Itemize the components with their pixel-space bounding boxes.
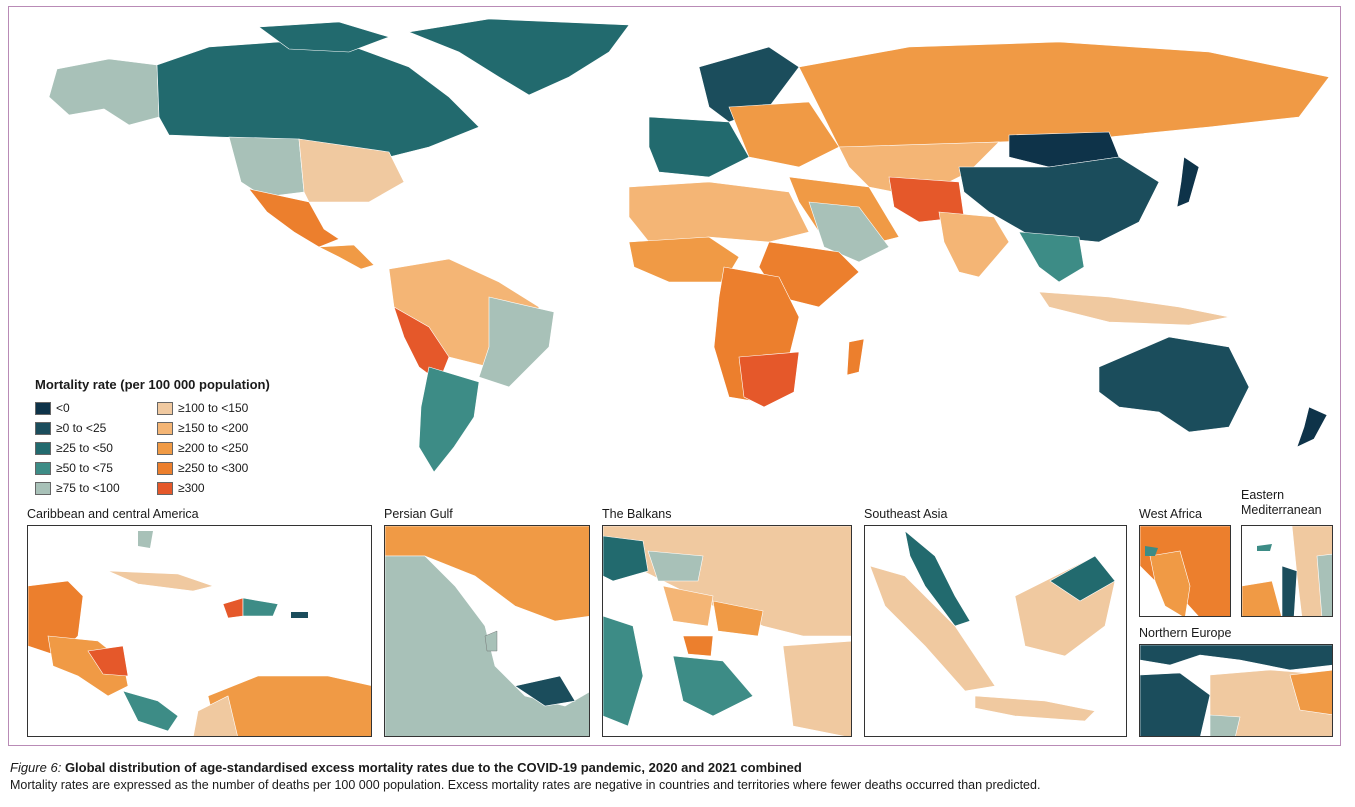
legend-item: <0 [35, 398, 153, 418]
region-russia [798, 41, 1330, 148]
inset-title-balkans: The Balkans [602, 507, 672, 521]
legend-label: ≥25 to <50 [56, 441, 113, 455]
region-japan [1176, 156, 1200, 208]
legend-swatch [35, 401, 51, 415]
legend: Mortality rate (per 100 000 population) … [35, 377, 335, 498]
region-arabia [808, 201, 890, 263]
caption-title: Figure 6: Global distribution of age-sta… [10, 760, 1350, 775]
legend-item: ≥25 to <50 [35, 438, 153, 458]
legend-label: ≥200 to <250 [178, 441, 249, 455]
legend-item: ≥75 to <100 [35, 478, 153, 498]
legend-item: ≥200 to <250 [157, 438, 307, 458]
region-usa-east [298, 138, 405, 203]
legend-title: Mortality rate (per 100 000 population) [35, 377, 270, 392]
legend-swatch [35, 461, 51, 475]
region-eastern-europe [728, 101, 840, 168]
legend-swatch [35, 421, 51, 435]
legend-label: ≥250 to <300 [178, 461, 249, 475]
region-arctic-islands [258, 21, 390, 53]
legend-swatch [157, 401, 173, 415]
legend-item: ≥0 to <25 [35, 418, 153, 438]
legend-label: <0 [56, 401, 70, 415]
legend-label: ≥150 to <200 [178, 421, 249, 435]
inset-caribbean [27, 525, 372, 737]
inset-west-africa [1139, 525, 1231, 617]
legend-label: ≥300 [178, 481, 205, 495]
region-india [938, 211, 1010, 278]
inset-eastern-mediterranean [1241, 525, 1333, 617]
inset-balkans [602, 525, 852, 737]
region-indonesia [1038, 291, 1230, 326]
region-mexico [248, 188, 340, 248]
legend-swatch [157, 461, 173, 475]
legend-item: ≥50 to <75 [35, 458, 153, 478]
legend-item: ≥250 to <300 [157, 458, 307, 478]
inset-southeast-asia [864, 525, 1127, 737]
region-southern-cone [418, 366, 480, 473]
region-new-zealand [1296, 406, 1328, 448]
inset-persian-gulf [384, 525, 590, 737]
figure-frame: Mortality rate (per 100 000 population) … [8, 6, 1341, 746]
inset-title-west-africa: West Africa [1139, 507, 1202, 521]
region-canada [156, 41, 480, 158]
legend-label: ≥0 to <25 [56, 421, 107, 435]
caption-figure-label: Figure 6: [10, 760, 62, 775]
region-western-europe [648, 116, 750, 178]
legend-grid: <0 ≥0 to <25 ≥25 to <50 ≥50 to <75 ≥75 t… [35, 398, 335, 498]
legend-swatch [157, 481, 173, 495]
world-map [48, 18, 1330, 473]
inset-title-southeast-asia: Southeast Asia [864, 507, 948, 521]
legend-swatch [35, 441, 51, 455]
region-australia [1098, 336, 1250, 433]
region-central-america [317, 244, 375, 270]
region-southern-africa [738, 351, 800, 408]
caption-title-text: Global distribution of age-standardised … [64, 760, 802, 775]
region-north-africa [628, 181, 810, 243]
inset-northern-europe [1139, 644, 1333, 737]
inset-title-eastern-mediterranean: Eastern Mediterranean [1241, 488, 1322, 517]
figure-caption: Figure 6: Global distribution of age-sta… [10, 760, 1350, 792]
region-madagascar [846, 338, 865, 376]
legend-swatch [35, 481, 51, 495]
legend-label: ≥50 to <75 [56, 461, 113, 475]
legend-item: ≥150 to <200 [157, 418, 307, 438]
legend-item: ≥300 [157, 478, 307, 498]
legend-label: ≥75 to <100 [56, 481, 120, 495]
region-alaska [48, 58, 160, 126]
region-china [958, 156, 1160, 243]
caption-text: Mortality rates are expressed as the num… [10, 778, 1041, 792]
region-brazil-east [478, 296, 555, 388]
inset-title-caribbean: Caribbean and central America [27, 507, 199, 521]
inset-title-persian-gulf: Persian Gulf [384, 507, 453, 521]
legend-item: ≥100 to <150 [157, 398, 307, 418]
legend-swatch [157, 441, 173, 455]
region-usa-west [228, 136, 305, 198]
inset-title-northern-europe: Northern Europe [1139, 626, 1232, 640]
region-greenland [407, 18, 630, 96]
legend-label: ≥100 to <150 [178, 401, 249, 415]
legend-swatch [157, 421, 173, 435]
region-se-asia [1018, 231, 1085, 283]
